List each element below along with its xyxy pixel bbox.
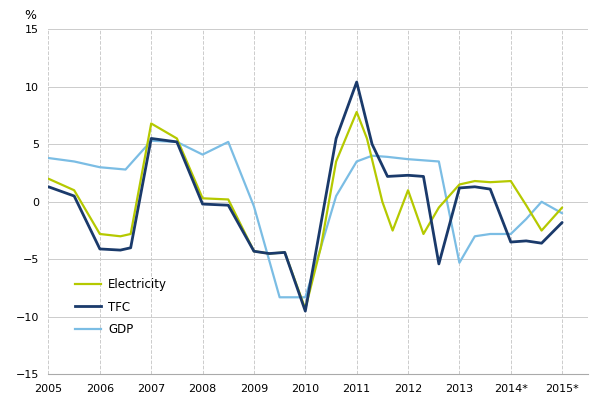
TFC bbox=[302, 309, 309, 314]
Electricity bbox=[250, 249, 258, 254]
Electricity bbox=[70, 188, 78, 193]
Electricity bbox=[364, 136, 371, 141]
Electricity bbox=[45, 176, 52, 181]
Electricity bbox=[456, 182, 463, 187]
Electricity bbox=[487, 180, 494, 185]
TFC bbox=[333, 136, 340, 141]
TFC bbox=[225, 203, 232, 208]
Text: %: % bbox=[24, 9, 36, 22]
GDP bbox=[45, 156, 52, 161]
TFC bbox=[117, 248, 124, 253]
Electricity bbox=[471, 178, 479, 183]
Legend: Electricity, TFC, GDP: Electricity, TFC, GDP bbox=[70, 274, 172, 341]
Electricity bbox=[522, 203, 530, 208]
GDP bbox=[368, 153, 376, 158]
GDP bbox=[96, 165, 104, 170]
GDP bbox=[173, 139, 181, 144]
TFC bbox=[471, 184, 479, 189]
GDP bbox=[507, 231, 514, 236]
Electricity bbox=[559, 205, 566, 210]
Electricity bbox=[389, 228, 396, 233]
TFC bbox=[199, 202, 206, 207]
Electricity bbox=[96, 231, 104, 236]
Electricity bbox=[302, 306, 309, 311]
Electricity bbox=[379, 199, 386, 204]
Electricity bbox=[127, 231, 135, 236]
TFC bbox=[250, 249, 258, 254]
GDP bbox=[471, 234, 479, 239]
TFC bbox=[265, 251, 273, 256]
GDP bbox=[522, 216, 530, 221]
Electricity bbox=[281, 250, 288, 255]
GDP bbox=[199, 152, 206, 157]
GDP bbox=[333, 193, 340, 198]
TFC bbox=[420, 174, 427, 179]
TFC bbox=[70, 193, 78, 198]
Electricity bbox=[420, 231, 427, 236]
TFC bbox=[456, 186, 463, 191]
GDP bbox=[384, 154, 391, 159]
GDP bbox=[353, 159, 361, 164]
TFC bbox=[148, 136, 155, 141]
TFC bbox=[281, 250, 288, 255]
GDP bbox=[302, 295, 309, 300]
Line: Electricity: Electricity bbox=[48, 112, 562, 309]
Electricity bbox=[507, 178, 514, 183]
GDP bbox=[70, 159, 78, 164]
Electricity bbox=[117, 234, 124, 239]
GDP bbox=[317, 245, 324, 250]
GDP bbox=[456, 260, 463, 265]
GDP bbox=[276, 295, 283, 300]
GDP bbox=[487, 231, 494, 236]
GDP bbox=[538, 199, 545, 204]
Line: GDP: GDP bbox=[48, 141, 562, 297]
Electricity bbox=[317, 245, 324, 250]
GDP bbox=[225, 139, 232, 144]
TFC bbox=[368, 142, 376, 147]
TFC bbox=[353, 79, 361, 84]
TFC bbox=[522, 238, 530, 243]
Electricity bbox=[173, 136, 181, 141]
TFC bbox=[45, 184, 52, 189]
Electricity bbox=[404, 188, 411, 193]
Electricity bbox=[199, 196, 206, 201]
TFC bbox=[317, 222, 324, 227]
TFC bbox=[127, 245, 135, 250]
Electricity bbox=[435, 205, 442, 210]
GDP bbox=[122, 167, 129, 172]
GDP bbox=[148, 138, 155, 143]
Electricity bbox=[225, 197, 232, 202]
Electricity bbox=[538, 228, 545, 233]
GDP bbox=[420, 158, 427, 163]
GDP bbox=[435, 159, 442, 164]
TFC bbox=[559, 220, 566, 225]
TFC bbox=[384, 174, 391, 179]
TFC bbox=[435, 261, 442, 266]
TFC bbox=[173, 139, 181, 144]
Electricity bbox=[353, 109, 361, 114]
TFC bbox=[538, 241, 545, 246]
TFC bbox=[96, 246, 104, 251]
GDP bbox=[250, 204, 258, 209]
TFC bbox=[507, 240, 514, 245]
Electricity bbox=[333, 159, 340, 164]
TFC bbox=[404, 173, 411, 178]
TFC bbox=[487, 187, 494, 192]
GDP bbox=[559, 211, 566, 216]
Electricity bbox=[265, 251, 273, 256]
Electricity bbox=[148, 121, 155, 126]
Line: TFC: TFC bbox=[48, 82, 562, 311]
GDP bbox=[404, 157, 411, 162]
